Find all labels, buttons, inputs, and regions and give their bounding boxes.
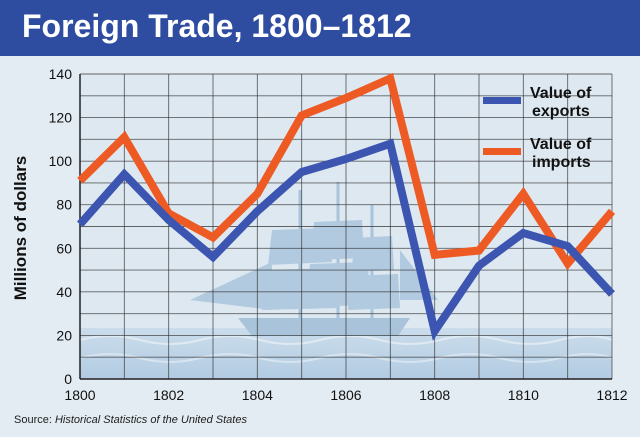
y-tick-label: 100	[49, 153, 73, 169]
legend-label-exports-line2: exports	[532, 103, 590, 120]
y-axis-label: Millions of dollars	[11, 156, 30, 301]
x-tick-label: 1802	[153, 387, 184, 403]
x-tick-labels: 1800 1802 1804 1806 1808 1810 1812	[64, 387, 627, 403]
y-tick-label: 20	[56, 327, 72, 343]
legend-label-exports-line1: Value of	[530, 85, 592, 102]
y-tick-label: 140	[49, 66, 73, 82]
legend-swatch-exports	[483, 97, 521, 104]
series-group	[77, 72, 616, 341]
title-bar: Foreign Trade, 1800–1812	[0, 0, 640, 56]
x-tick-label: 1808	[419, 387, 450, 403]
y-tick-label: 120	[49, 110, 73, 126]
legend-label-imports-line2: imports	[532, 154, 591, 171]
y-tick-label: 0	[64, 371, 72, 387]
y-tick-label: 40	[56, 284, 72, 300]
legend-swatch-imports	[483, 148, 521, 155]
source-note: Source: Historical Statistics of the Uni…	[14, 414, 247, 426]
chart-title: Foreign Trade, 1800–1812	[22, 8, 412, 44]
x-tick-label: 1800	[64, 387, 95, 403]
source-title: Historical Statistics of the United Stat…	[54, 414, 247, 426]
legend: Value of exports Value of imports	[483, 85, 592, 171]
y-tick-labels: 0 20 40 60 80 100 120 140	[49, 66, 73, 387]
x-tick-label: 1812	[596, 387, 627, 403]
y-tick-label: 80	[56, 197, 72, 213]
series-line-value-of-imports	[77, 72, 616, 271]
x-tick-label: 1810	[508, 387, 539, 403]
source-label: Source:	[14, 414, 52, 426]
x-tick-label: 1804	[242, 387, 273, 403]
legend-label-imports-line1: Value of	[530, 136, 592, 153]
y-tick-label: 60	[56, 240, 72, 256]
x-tick-label: 1806	[330, 387, 361, 403]
series-line-value-of-exports	[77, 138, 615, 341]
